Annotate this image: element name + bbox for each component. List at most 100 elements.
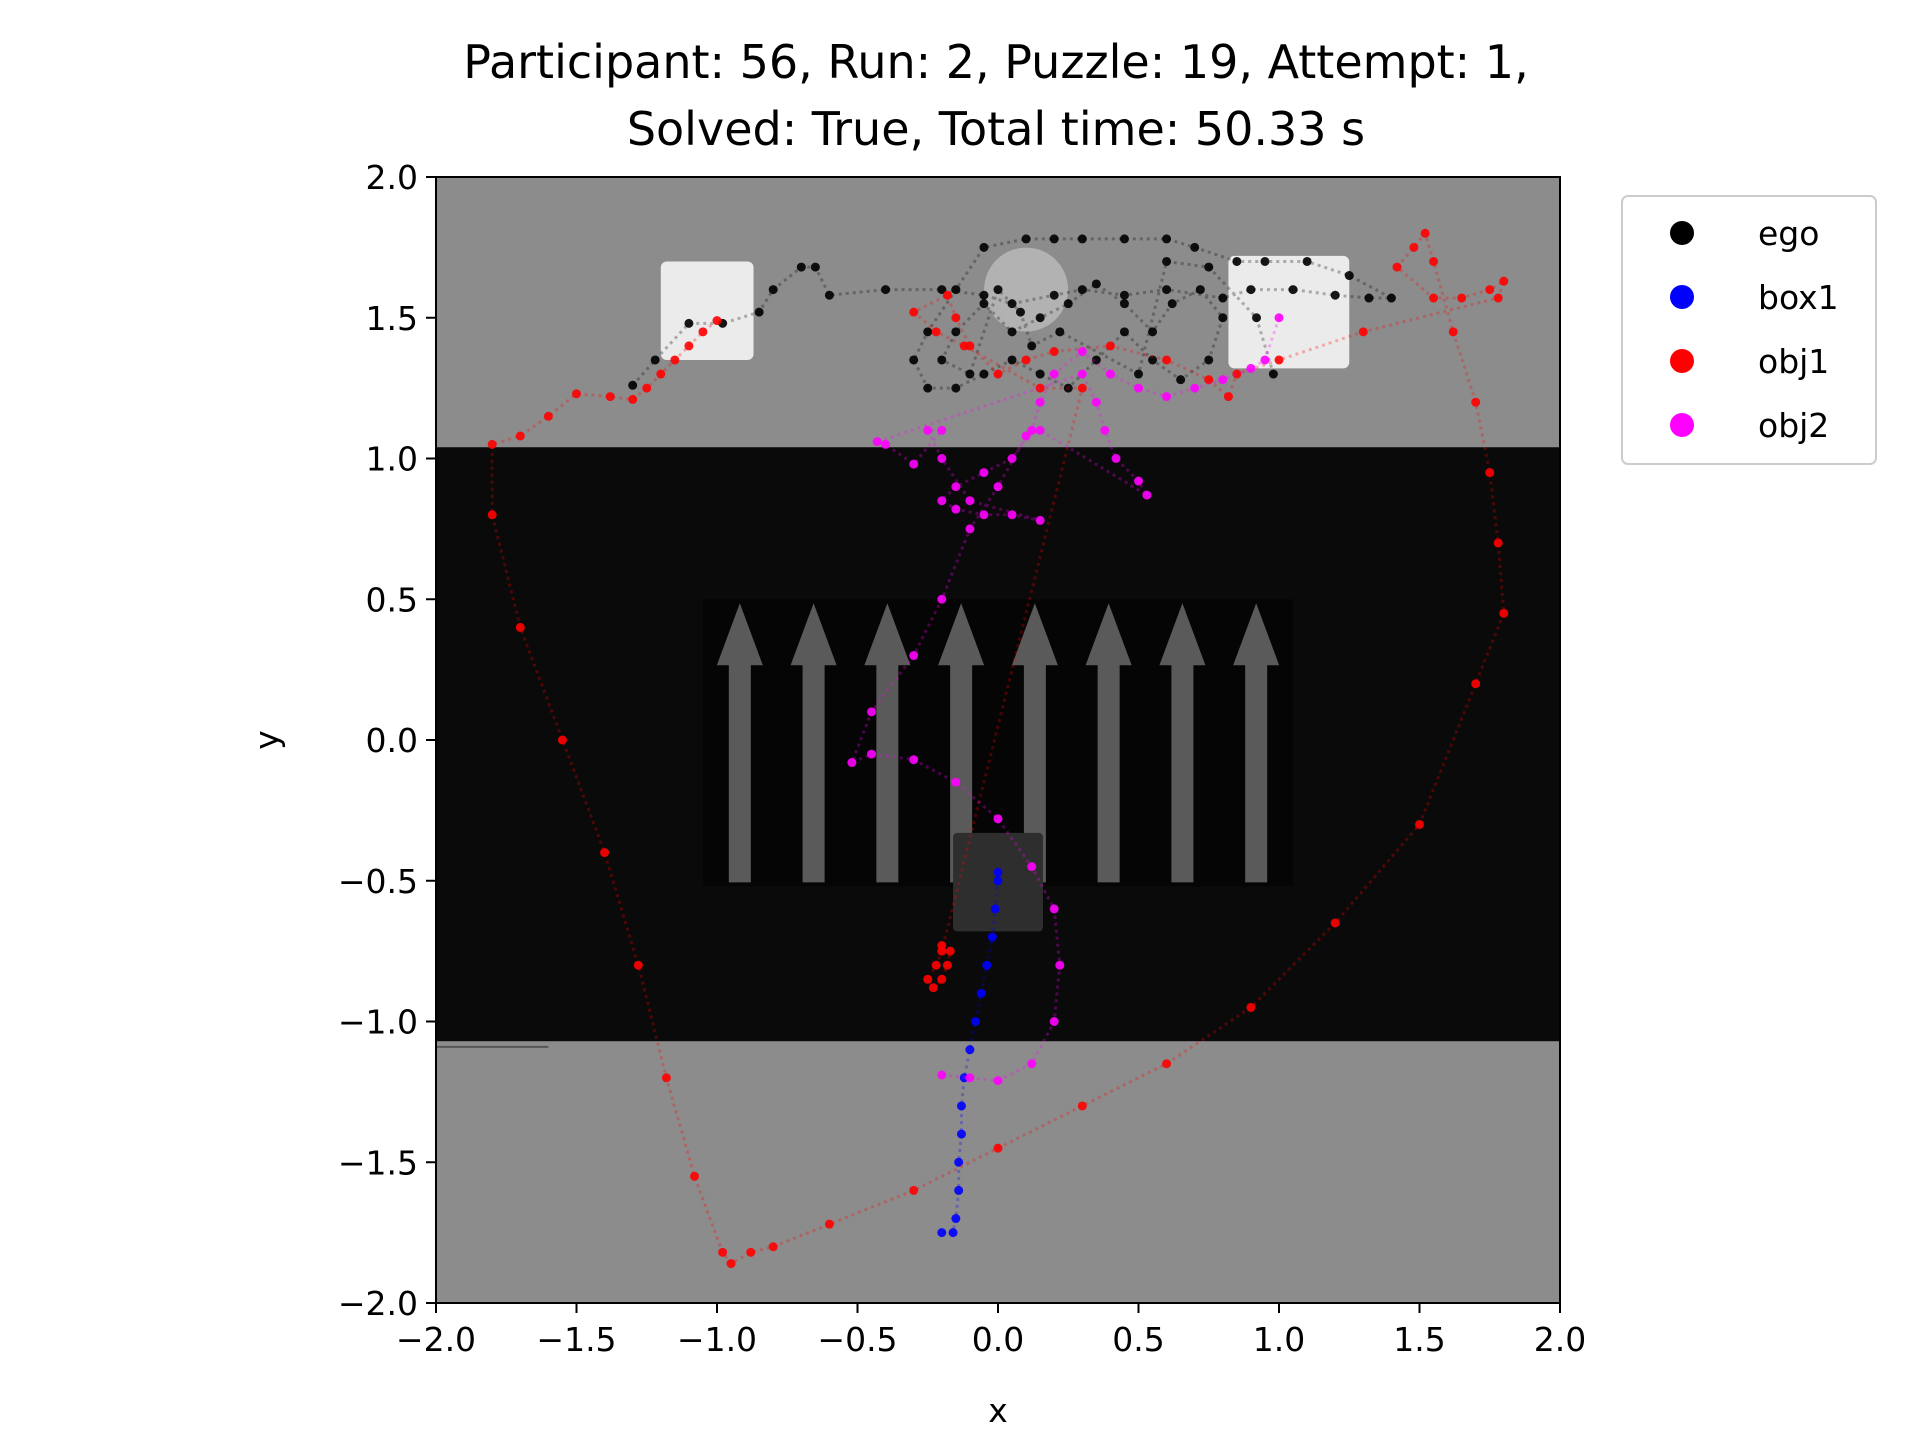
point-obj2 (951, 504, 961, 514)
point-box1 (948, 1228, 958, 1238)
point-obj2 (909, 651, 919, 661)
point-obj1 (1499, 276, 1509, 286)
point-ego (824, 290, 834, 300)
y-tick-label: 0.5 (366, 580, 418, 619)
point-obj1 (543, 411, 553, 421)
point-obj1 (993, 369, 1003, 379)
point-ego (1218, 313, 1228, 323)
x-tick-label: −1.5 (536, 1320, 616, 1359)
point-ego (1007, 355, 1017, 365)
point-ego (923, 383, 933, 393)
point-obj1 (1485, 468, 1495, 478)
point-obj1 (1077, 1101, 1087, 1111)
point-obj2 (1134, 476, 1143, 486)
trajectory-series (487, 228, 1509, 1269)
point-obj2 (1077, 369, 1087, 379)
point-ego (979, 369, 989, 379)
point-box1 (993, 867, 1003, 877)
point-box1 (976, 988, 986, 998)
point-obj1 (1021, 355, 1031, 365)
point-ego (1027, 341, 1037, 351)
conveyor-arrow-icon (790, 603, 837, 883)
y-tick-label: −1.0 (338, 1003, 418, 1042)
point-ego (951, 327, 961, 337)
point-obj1 (937, 974, 947, 984)
point-obj2 (1021, 431, 1031, 441)
point-obj2 (965, 496, 975, 506)
point-obj1 (487, 439, 497, 449)
point-ego (937, 285, 947, 295)
y-tick-label: 1.5 (366, 299, 418, 338)
point-obj1 (1223, 392, 1233, 402)
point-ego (1252, 313, 1262, 323)
conveyor-arrow-icon (1159, 603, 1206, 883)
point-ego (1344, 271, 1354, 281)
point-ego (810, 262, 820, 272)
point-ego (1386, 293, 1396, 303)
point-obj2 (1049, 1017, 1059, 1026)
conveyor-arrow-icon (1011, 603, 1058, 883)
point-ego (1015, 307, 1025, 317)
point-obj1 (572, 389, 581, 399)
legend-marker-obj1 (1670, 349, 1694, 373)
point-obj2 (1035, 515, 1045, 525)
point-obj2 (937, 594, 947, 604)
point-ego (1162, 285, 1172, 295)
point-ego (1091, 355, 1101, 365)
point-box1 (987, 932, 997, 942)
y-axis-label: y (247, 730, 286, 750)
point-obj2 (1190, 383, 1200, 393)
point-obj2 (1027, 1059, 1037, 1069)
point-ego (881, 285, 891, 295)
point-obj1 (1232, 369, 1242, 379)
point-obj1 (633, 960, 643, 970)
legend-marker-obj2 (1670, 413, 1694, 437)
trail-box1 (941, 872, 1000, 1235)
point-obj2 (1049, 369, 1059, 379)
point-obj2 (867, 707, 877, 717)
conveyor-arrow-icon (1233, 603, 1280, 883)
point-obj2 (937, 425, 947, 435)
point-obj1 (1204, 375, 1214, 385)
point-obj1 (931, 327, 941, 337)
point-ego (1049, 234, 1059, 244)
chart-title-line-1: Participant: 56, Run: 2, Puzzle: 19, Att… (463, 35, 1528, 89)
point-obj2 (965, 524, 975, 534)
point-obj1 (1415, 819, 1424, 829)
point-obj1 (1358, 327, 1368, 337)
point-box1 (954, 1157, 964, 1167)
legend-label-obj2: obj2 (1758, 406, 1829, 445)
point-obj2 (867, 749, 877, 759)
point-obj1 (1499, 608, 1509, 618)
point-obj1 (1420, 228, 1430, 238)
point-ego (1077, 285, 1087, 295)
point-ego (768, 285, 778, 295)
point-obj1 (909, 307, 919, 317)
point-ego (979, 242, 989, 252)
point-ego (1021, 234, 1031, 244)
series-obj2 (847, 313, 1284, 1086)
point-obj2 (1007, 510, 1017, 520)
point-obj1 (661, 1073, 671, 1083)
white-box-right (1228, 255, 1350, 369)
point-ego (1162, 234, 1172, 244)
point-ego (965, 369, 975, 379)
point-ego (1035, 313, 1045, 323)
point-box1 (956, 1101, 966, 1111)
point-ego (1007, 299, 1017, 309)
point-box1 (951, 1214, 961, 1224)
x-tick-label: −1.0 (677, 1320, 757, 1359)
point-obj2 (1077, 347, 1087, 357)
point-obj2 (1091, 397, 1101, 407)
point-ego (1148, 327, 1158, 337)
conveyor-arrow-icon (938, 603, 985, 883)
y-tick-label: 0.0 (366, 721, 418, 760)
y-tick-label: 1.0 (366, 440, 418, 479)
y-tick-label: −2.0 (338, 1284, 418, 1323)
point-ego (1119, 234, 1129, 244)
point-ego (650, 355, 660, 365)
point-obj1 (1274, 355, 1284, 365)
point-ego (1364, 293, 1374, 303)
point-obj1 (718, 1247, 728, 1257)
point-obj2 (1027, 862, 1037, 872)
